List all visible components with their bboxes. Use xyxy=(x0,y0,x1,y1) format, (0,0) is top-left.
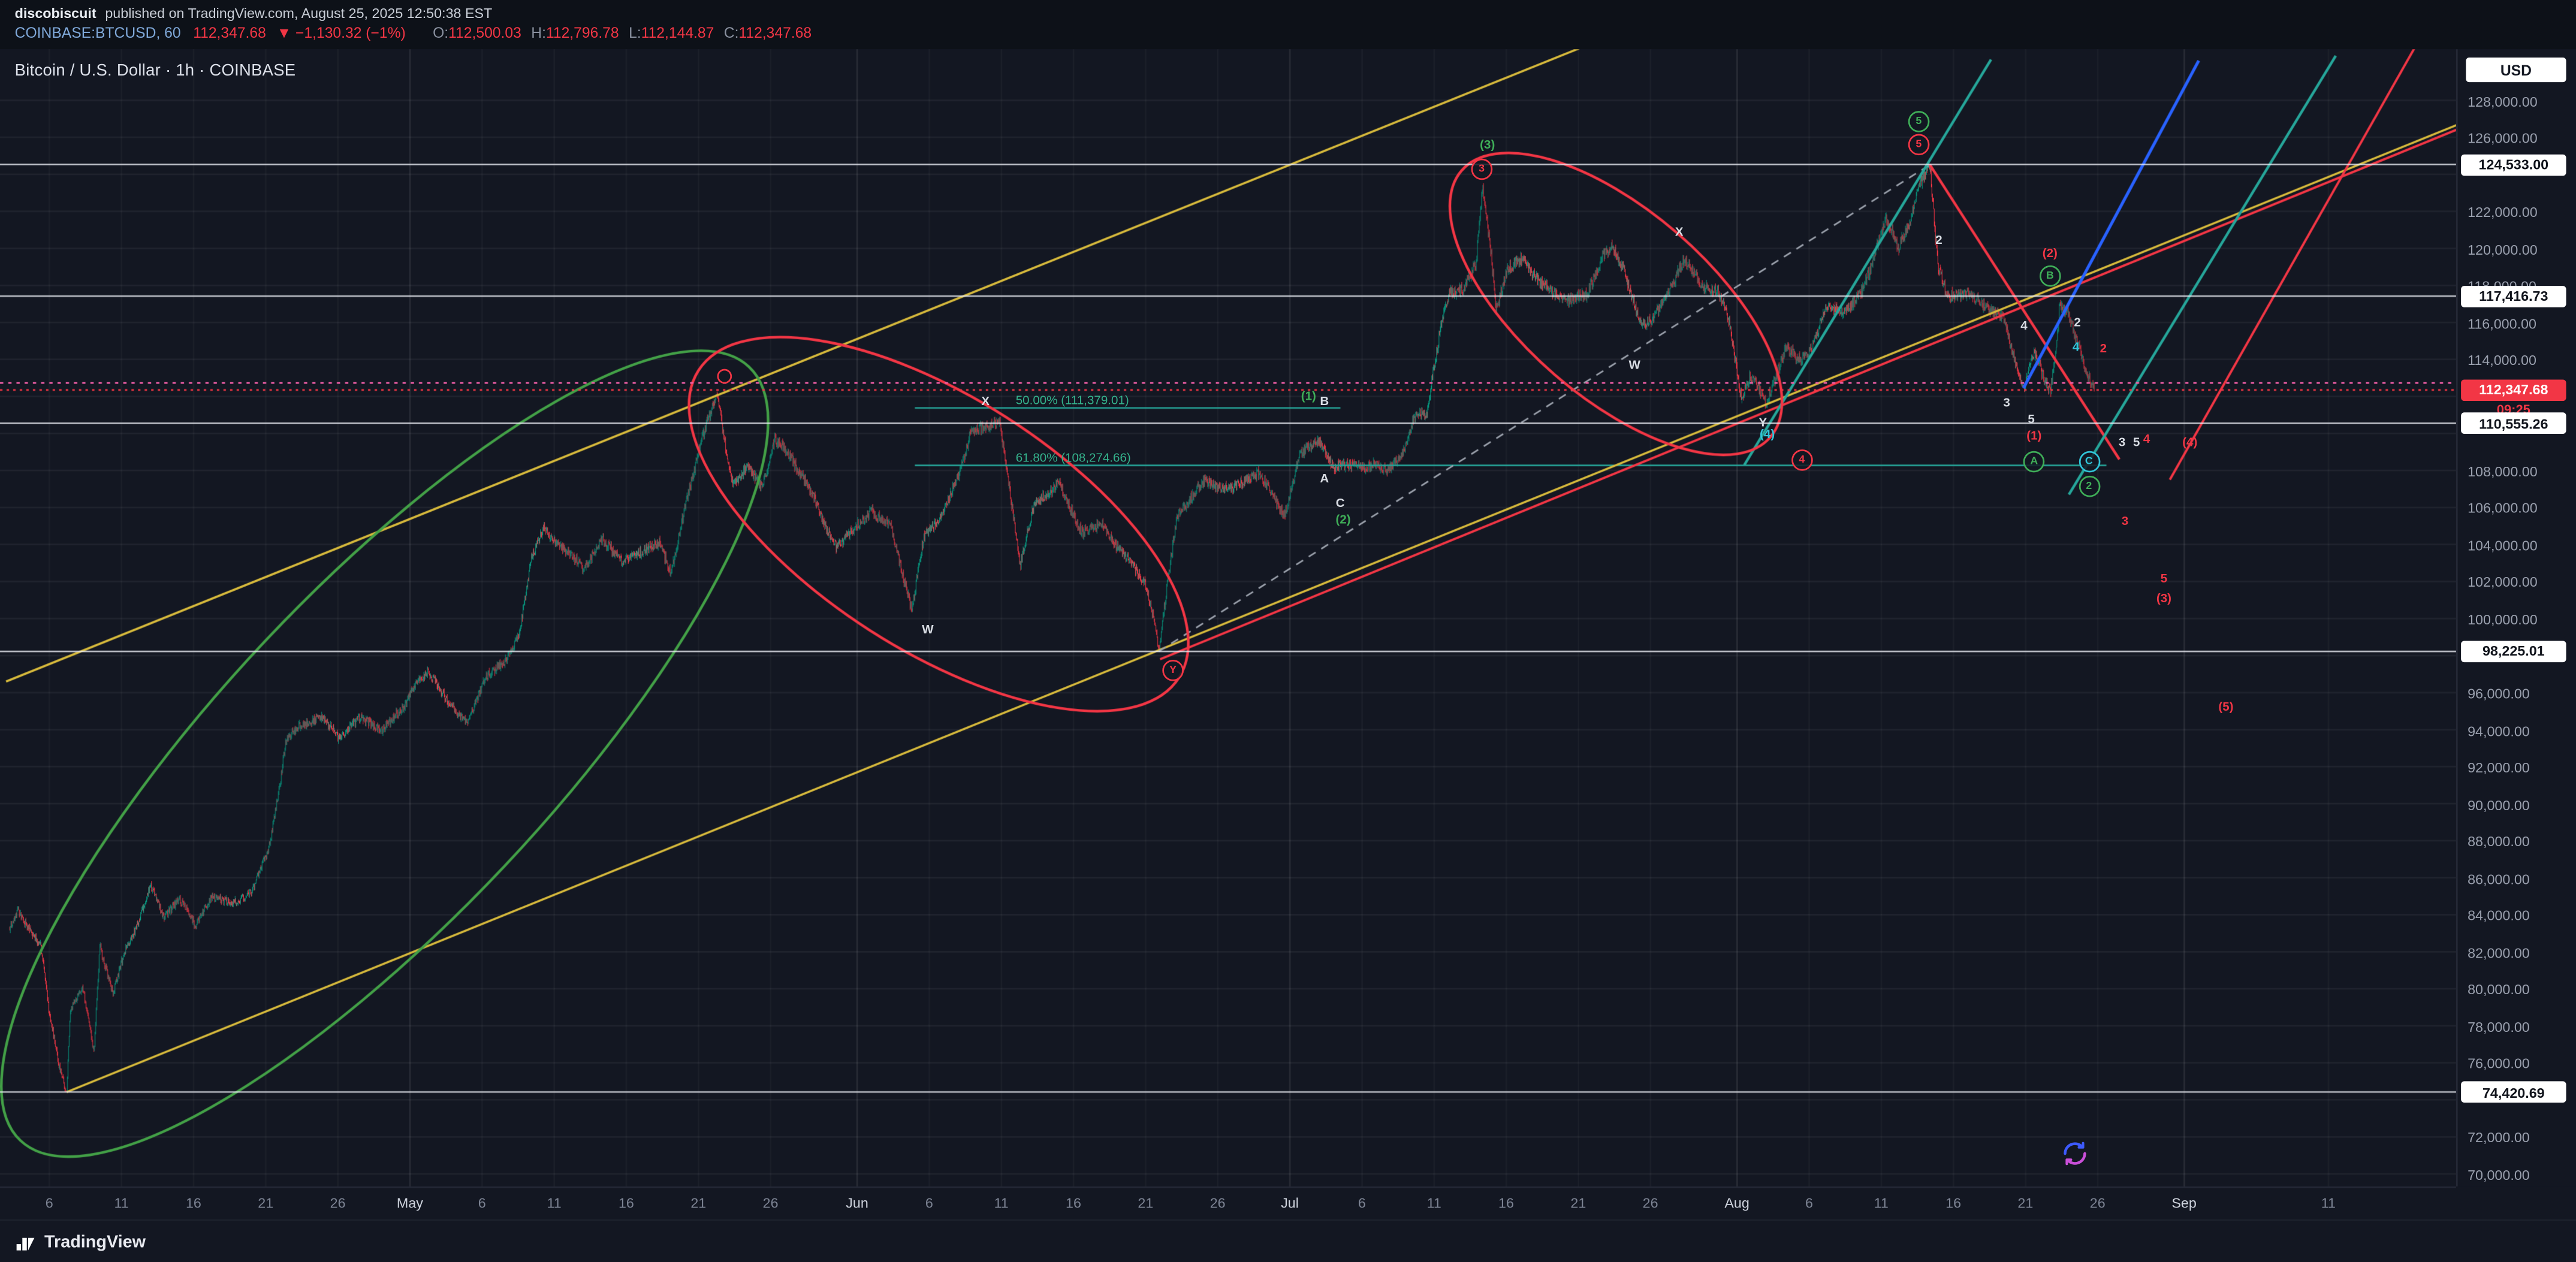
chart-legend[interactable]: Bitcoin / U.S. Dollar · 1h · COINBASE xyxy=(14,62,296,81)
ohlc-label: H: xyxy=(531,25,546,41)
price-tick-label: 106,000.00 xyxy=(2468,500,2538,517)
symbol-interval: COINBASE:BTCUSD, 60 xyxy=(14,25,181,41)
time-tick-label: 11 xyxy=(1426,1194,1441,1211)
price-tick-label: 76,000.00 xyxy=(2468,1055,2530,1072)
price-chart-canvas[interactable] xyxy=(0,49,2456,1186)
publish-header: discobiscuit published on TradingView.co… xyxy=(0,0,2576,52)
price-tick-label: 102,000.00 xyxy=(2468,574,2538,591)
price-tick-label: 122,000.00 xyxy=(2468,204,2538,221)
ohlc-value: 112,347.68 xyxy=(738,25,812,41)
ohlc-label: C: xyxy=(723,25,739,41)
time-tick-label: 11 xyxy=(114,1194,129,1211)
publish-line: discobiscuit published on TradingView.co… xyxy=(15,5,493,21)
currency-toggle-button[interactable]: USD xyxy=(2466,57,2566,83)
price-tick-label: 94,000.00 xyxy=(2468,722,2530,739)
price-level-tag: 117,416.73 xyxy=(2461,285,2566,307)
price-tick-label: 84,000.00 xyxy=(2468,907,2530,924)
time-tick-label: 16 xyxy=(1498,1194,1514,1211)
time-tick-label: 11 xyxy=(2321,1194,2336,1211)
publisher-name: discobiscuit xyxy=(14,5,96,22)
time-tick-label: 26 xyxy=(330,1194,346,1211)
ohlc-value: 112,144.87 xyxy=(641,25,714,41)
price-tick-label: 114,000.00 xyxy=(2468,352,2536,369)
price-tick-label: 116,000.00 xyxy=(2468,315,2536,332)
price-tick-label: 86,000.00 xyxy=(2468,870,2530,887)
price-tick-label: 82,000.00 xyxy=(2468,944,2530,961)
price-axis[interactable]: USD 128,000.00 126,000.00 122,000.00 120,00… xyxy=(2456,49,2576,1186)
footer-bar: TradingView xyxy=(0,1219,2576,1262)
time-tick-label: 6 xyxy=(1358,1194,1366,1211)
ohlc-values: O:112,500.03 H:112,796.78 L:112,144.87 C:11… xyxy=(423,25,812,41)
price-tick-label: 92,000.00 xyxy=(2468,759,2530,776)
time-tick-label: 16 xyxy=(1945,1194,1962,1211)
time-tick-label: 16 xyxy=(185,1194,201,1211)
time-tick-label: 6 xyxy=(478,1194,486,1211)
time-tick-label: Aug xyxy=(1724,1194,1749,1211)
time-tick-label: 11 xyxy=(547,1194,562,1211)
price-level-tag: 124,533.00 xyxy=(2461,153,2566,176)
price-change: ▼ −1,130.32 (−1%) xyxy=(276,25,406,41)
price-tick-label: 100,000.00 xyxy=(2468,611,2538,628)
time-tick-label: 26 xyxy=(2089,1194,2106,1211)
ohlc-label: O: xyxy=(433,25,449,41)
time-tick-label: Sep xyxy=(2171,1194,2197,1211)
time-tick-label: 26 xyxy=(1642,1194,1658,1211)
ohlc-value: 112,500.03 xyxy=(448,25,521,41)
price-tick-label: 88,000.00 xyxy=(2468,833,2530,850)
price-tick-label: 80,000.00 xyxy=(2468,981,2530,998)
last-price-tag: 112,347.68 xyxy=(2461,379,2566,401)
tradingview-logo-text: TradingView xyxy=(44,1231,146,1252)
time-tick-label: 11 xyxy=(994,1194,1009,1211)
time-tick-label: 6 xyxy=(1805,1194,1813,1211)
price-tick-label: 120,000.00 xyxy=(2468,241,2538,258)
price-tick-label: 126,000.00 xyxy=(2468,129,2538,147)
price-tick-label: 72,000.00 xyxy=(2468,1129,2530,1146)
time-tick-label: 16 xyxy=(618,1194,634,1211)
time-tick-label: 11 xyxy=(1874,1194,1889,1211)
time-tick-label: 21 xyxy=(1570,1194,1586,1211)
tradingview-logo-icon xyxy=(16,1237,35,1251)
time-tick-label: 26 xyxy=(762,1194,779,1211)
time-axis[interactable]: 6 11 16 21 26 May 6 11 16 21 26 Jun 6 11 16 21 26 Jul 6 11 1… xyxy=(0,1186,2456,1221)
ohlc-value: 112,796.78 xyxy=(545,25,619,41)
price-level-tag: 74,420.69 xyxy=(2461,1081,2566,1103)
price-tick-label: 104,000.00 xyxy=(2468,537,2538,554)
price-tick-label: 108,000.00 xyxy=(2468,463,2538,480)
price-tick-label: 70,000.00 xyxy=(2468,1166,2530,1183)
price-tick-label: 78,000.00 xyxy=(2468,1018,2530,1035)
price-tick-label: 96,000.00 xyxy=(2468,685,2530,702)
time-tick-label: 26 xyxy=(1209,1194,1226,1211)
price-level-tag: 98,225.01 xyxy=(2461,641,2566,662)
time-tick-label: 21 xyxy=(258,1194,274,1211)
price-level-tag: 110,555.26 xyxy=(2461,412,2566,434)
time-tick-label: 21 xyxy=(2017,1194,2034,1211)
tradingview-logo[interactable]: TradingView xyxy=(15,1231,146,1252)
symbol-header-line: COINBASE:BTCUSD, 60 112,347.68 ▼ −1,130.… xyxy=(15,25,812,41)
time-tick-label: 21 xyxy=(1138,1194,1154,1211)
time-tick-label: 16 xyxy=(1066,1194,1082,1211)
time-tick-label: May xyxy=(396,1194,423,1211)
publish-info: published on TradingView.com, August 25,… xyxy=(105,5,493,22)
time-tick-label: Jun xyxy=(846,1194,868,1211)
price-tick-label: 128,000.00 xyxy=(2468,92,2538,110)
time-tick-label: Jul xyxy=(1281,1194,1299,1211)
last-price-header: 112,347.68 xyxy=(193,25,266,41)
chart-pane[interactable]: Bitcoin / U.S. Dollar · 1h · COINBASE (3… xyxy=(0,49,2456,1186)
ohlc-label: L: xyxy=(629,25,641,41)
time-tick-label: 21 xyxy=(690,1194,707,1211)
time-tick-label: 6 xyxy=(925,1194,933,1211)
time-tick-label: 6 xyxy=(45,1194,53,1211)
price-tick-label: 90,000.00 xyxy=(2468,796,2530,813)
